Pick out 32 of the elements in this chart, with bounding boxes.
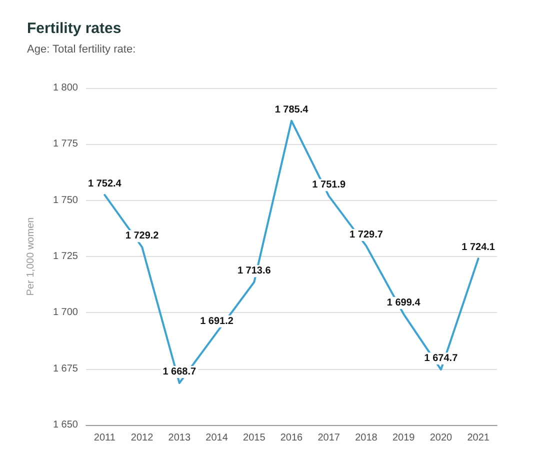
y-tick-label: 1 725 [52, 251, 78, 262]
data-label: 1 785.4 [274, 104, 309, 116]
x-tick-label: 2011 [94, 432, 116, 444]
data-label: 1 699.4 [386, 298, 421, 309]
y-tick-label: 1 675 [52, 363, 78, 374]
chart-title: Fertility rates [27, 20, 122, 37]
x-tick-label: 2016 [280, 432, 304, 444]
y-tick-label: 1 650 [52, 420, 78, 430]
y-tick-label: 1 775 [52, 138, 78, 150]
x-tick-label: 2014 [206, 432, 228, 444]
y-tick-label: 1 700 [52, 307, 78, 318]
x-tick-label: 2019 [392, 432, 416, 444]
x-tick-label: 2013 [168, 432, 191, 444]
x-tick-label: 2015 [243, 432, 266, 444]
x-tick-label: 2012 [130, 432, 154, 444]
x-tick-label: 2020 [430, 432, 453, 444]
data-label: 1 724.1 [462, 242, 496, 254]
x-tick-label: 2018 [355, 432, 378, 444]
data-label: 1 729.7 [350, 229, 384, 240]
data-label: 1 752.4 [88, 178, 122, 190]
data-label: 1 668.7 [162, 366, 197, 378]
data-label: 1 729.2 [125, 230, 160, 242]
x-tick-label: 2017 [318, 432, 340, 444]
data-label: 1 713.6 [237, 266, 272, 277]
y-tick-label: 1 750 [52, 194, 78, 206]
chart-subtitle: Age: Total fertility rate: [27, 44, 136, 56]
y-axis-title: Per 1,000 women [26, 217, 36, 296]
data-label: 1 691.2 [200, 316, 234, 327]
data-label: 1 751.9 [312, 180, 346, 191]
x-tick-label: 2021 [467, 432, 490, 444]
data-label: 1 674.7 [424, 353, 458, 364]
y-tick-label: 1 800 [52, 82, 78, 94]
